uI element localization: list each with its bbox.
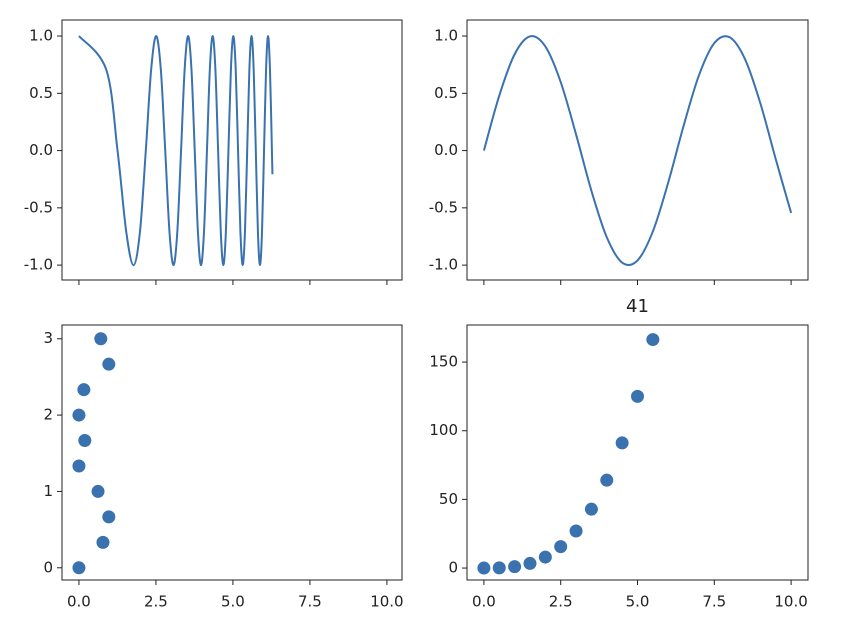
scatter-point: [72, 561, 86, 575]
y-tick-label: -0.5: [24, 198, 53, 216]
x-tick-label: 10.0: [774, 593, 807, 611]
scatter-point: [72, 459, 86, 473]
x-tick-label: 10.0: [370, 593, 403, 611]
y-tick-label: 0.5: [29, 84, 53, 102]
scatter-point: [96, 535, 110, 549]
y-tick-label: 50: [439, 490, 458, 508]
scatter-point: [615, 436, 629, 450]
axes-frame: [61, 19, 403, 281]
x-tick-label: 2.5: [144, 593, 168, 611]
y-tick-label: 2: [43, 406, 53, 424]
x-tick-label: 5.0: [221, 593, 245, 611]
x-tick-label: 0.0: [67, 593, 91, 611]
scatter-point: [646, 333, 660, 347]
y-tick-label: 0: [448, 559, 458, 577]
scatter-point: [78, 434, 92, 448]
scatter-point: [102, 510, 116, 524]
axes-title: 41: [626, 296, 649, 317]
y-tick-label: 150: [429, 353, 458, 371]
scatter-point: [508, 560, 522, 574]
scatter-point: [492, 561, 506, 575]
y-tick-label: -1.0: [24, 256, 53, 274]
scatter-point: [94, 332, 108, 346]
x-tick-label: 7.5: [298, 593, 322, 611]
scatter-point: [600, 473, 614, 487]
x-tick-label: 7.5: [702, 593, 726, 611]
scatter-point: [72, 408, 86, 422]
axes-frame: [466, 19, 809, 281]
y-tick-label: 0.0: [434, 141, 458, 159]
y-tick-label: 1.0: [434, 27, 458, 45]
scatter-point: [102, 357, 116, 371]
scatter-point: [477, 561, 491, 575]
y-tick-label: 1.0: [29, 27, 53, 45]
y-tick-label: 100: [429, 421, 458, 439]
axes-frame: [61, 324, 403, 581]
scatter-point: [584, 502, 598, 516]
scatter-point: [569, 524, 583, 538]
axes-frame: [466, 324, 809, 581]
scatter-point: [631, 389, 644, 403]
line: [78, 35, 274, 267]
y-tick-label: 0.0: [29, 141, 53, 159]
line: [482, 35, 793, 266]
y-tick-label: 0: [43, 558, 53, 576]
scatter-point: [538, 550, 552, 564]
scatter-point: [523, 556, 537, 570]
y-tick-label: 3: [43, 329, 53, 347]
y-tick-label: 1: [43, 482, 53, 500]
x-tick-label: 2.5: [549, 593, 573, 611]
scatter-point: [91, 484, 105, 498]
y-tick-label: 0.5: [434, 84, 458, 102]
scatter-point: [554, 540, 568, 554]
scatter-point: [77, 383, 91, 397]
y-tick-label: -1.0: [429, 256, 458, 274]
x-tick-label: 5.0: [626, 593, 650, 611]
x-tick-label: 0.0: [472, 593, 496, 611]
y-tick-label: -0.5: [429, 198, 458, 216]
